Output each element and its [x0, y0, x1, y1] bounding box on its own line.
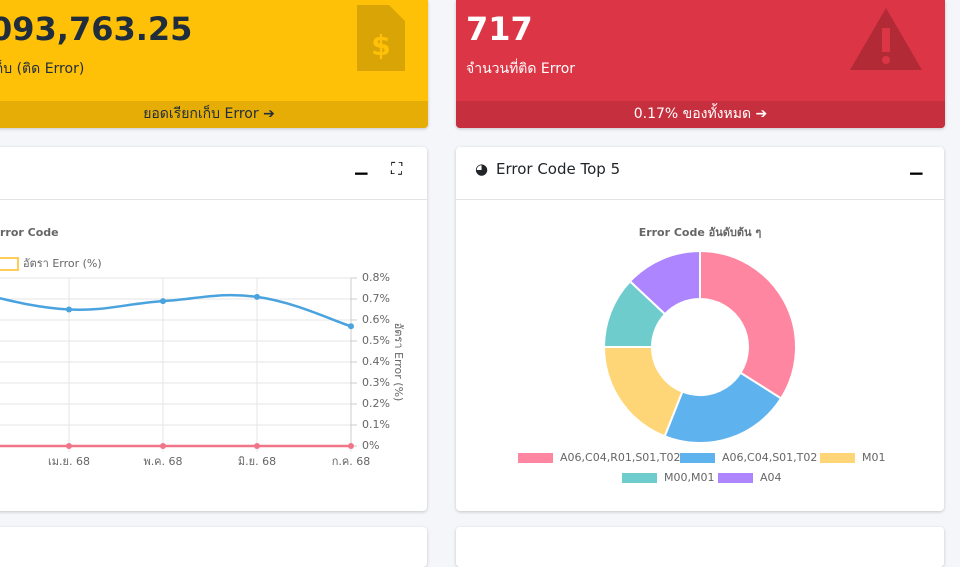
y2-tick-label: 0.8% [362, 271, 390, 284]
x-tick-label: เม.ย. 68 [48, 455, 90, 468]
card-footer[interactable]: ยอดเรียกเก็บ Error ➔ [0, 101, 428, 128]
panel-header: ◕ Error Code Top 5 − [456, 147, 944, 200]
y2-tick-label: 0.1% [362, 418, 390, 431]
legend-label: M00,M01 [664, 471, 714, 484]
point [160, 298, 166, 305]
legend-swatch [622, 473, 657, 483]
doughnut-slice [602, 346, 684, 438]
point [348, 323, 354, 330]
footer-text: 0.17% ของทั้งหมด [633, 106, 752, 122]
point [66, 443, 72, 449]
doughnut-slice [699, 249, 797, 400]
y2-tick-label: 0% [362, 439, 379, 452]
chart-title: rror Code [0, 226, 59, 239]
y2-tick-label: 0.7% [362, 292, 390, 305]
expand-button[interactable]: ⛶ [391, 159, 403, 178]
y2-tick-label: 0.2% [362, 397, 390, 410]
legend-label: A06,C04,S01,T02 [722, 451, 817, 464]
svg-text:$: $ [371, 29, 390, 62]
y2-tick-label: 0.3% [362, 376, 390, 389]
x-tick-label: ก.ค. 68 [332, 455, 371, 468]
y2-tick-label: 0.4% [362, 355, 390, 368]
y2-tick-label: 0.6% [362, 313, 390, 326]
card-value: 717 [466, 10, 533, 48]
legend-label: M01 [862, 451, 886, 464]
legend-label: A04 [760, 471, 782, 484]
legend-swatch [518, 453, 553, 463]
legend-swatch [680, 453, 715, 463]
card-icon: $ [357, 5, 405, 71]
card-icon [850, 8, 922, 70]
pie-panel: ◕ Error Code Top 5 − [456, 147, 944, 511]
legend-label: A06,C04,R01,S01,T02 [560, 451, 681, 464]
chart-title: Error Code อันดับต้น ๆ [639, 226, 762, 239]
doughnut-slice [663, 371, 783, 444]
card-footer[interactable]: 0.17% ของทั้งหมด ➔ [456, 101, 945, 128]
y2-tick-label: 0.5% [362, 334, 390, 347]
point [160, 443, 166, 449]
y2-axis-title: อัตรา Error (%) [392, 323, 405, 402]
point [254, 443, 260, 449]
x-tick-label: มิ.ย. 68 [238, 455, 276, 468]
summary-card: 093,763.25 เก็บ (ติด Error) $ ยอดเรียกเก… [0, 0, 428, 128]
collapse-button[interactable]: − [908, 161, 925, 185]
card-value: 093,763.25 [0, 10, 193, 48]
legend-swatch [0, 257, 19, 271]
line-panel: − ⛶ [0, 147, 427, 511]
doughnut-slice [628, 249, 701, 316]
panel-title: Error Code Top 5 [496, 160, 621, 178]
point [254, 293, 260, 300]
legend-swatch [820, 453, 855, 463]
pie-icon: ◕ [475, 160, 489, 178]
legend-swatch [718, 473, 753, 483]
collapse-button[interactable]: − [353, 161, 370, 185]
charts: rror Code อัตรา Error (%) 0% 0.1% 0.2% 0.3% 0.… [0, 226, 886, 484]
card-label: เก็บ (ติด Error) [0, 61, 85, 77]
summary-card: 717 จำนวนที่ติด Error 0.17% ของทั้งหมด ➔ [456, 0, 945, 128]
x-tick-label: พ.ค. 68 [143, 455, 182, 468]
point [348, 443, 354, 449]
arrow-icon: ➔ [263, 106, 275, 122]
panel-header: − ⛶ [0, 147, 427, 200]
series-line [0, 293, 352, 328]
legend-label: อัตรา Error (%) [23, 257, 102, 270]
point [66, 306, 72, 313]
footer-text: ยอดเรียกเก็บ Error [143, 106, 259, 122]
arrow-icon: ➔ [755, 106, 768, 122]
card-label: จำนวนที่ติด Error [466, 61, 576, 77]
